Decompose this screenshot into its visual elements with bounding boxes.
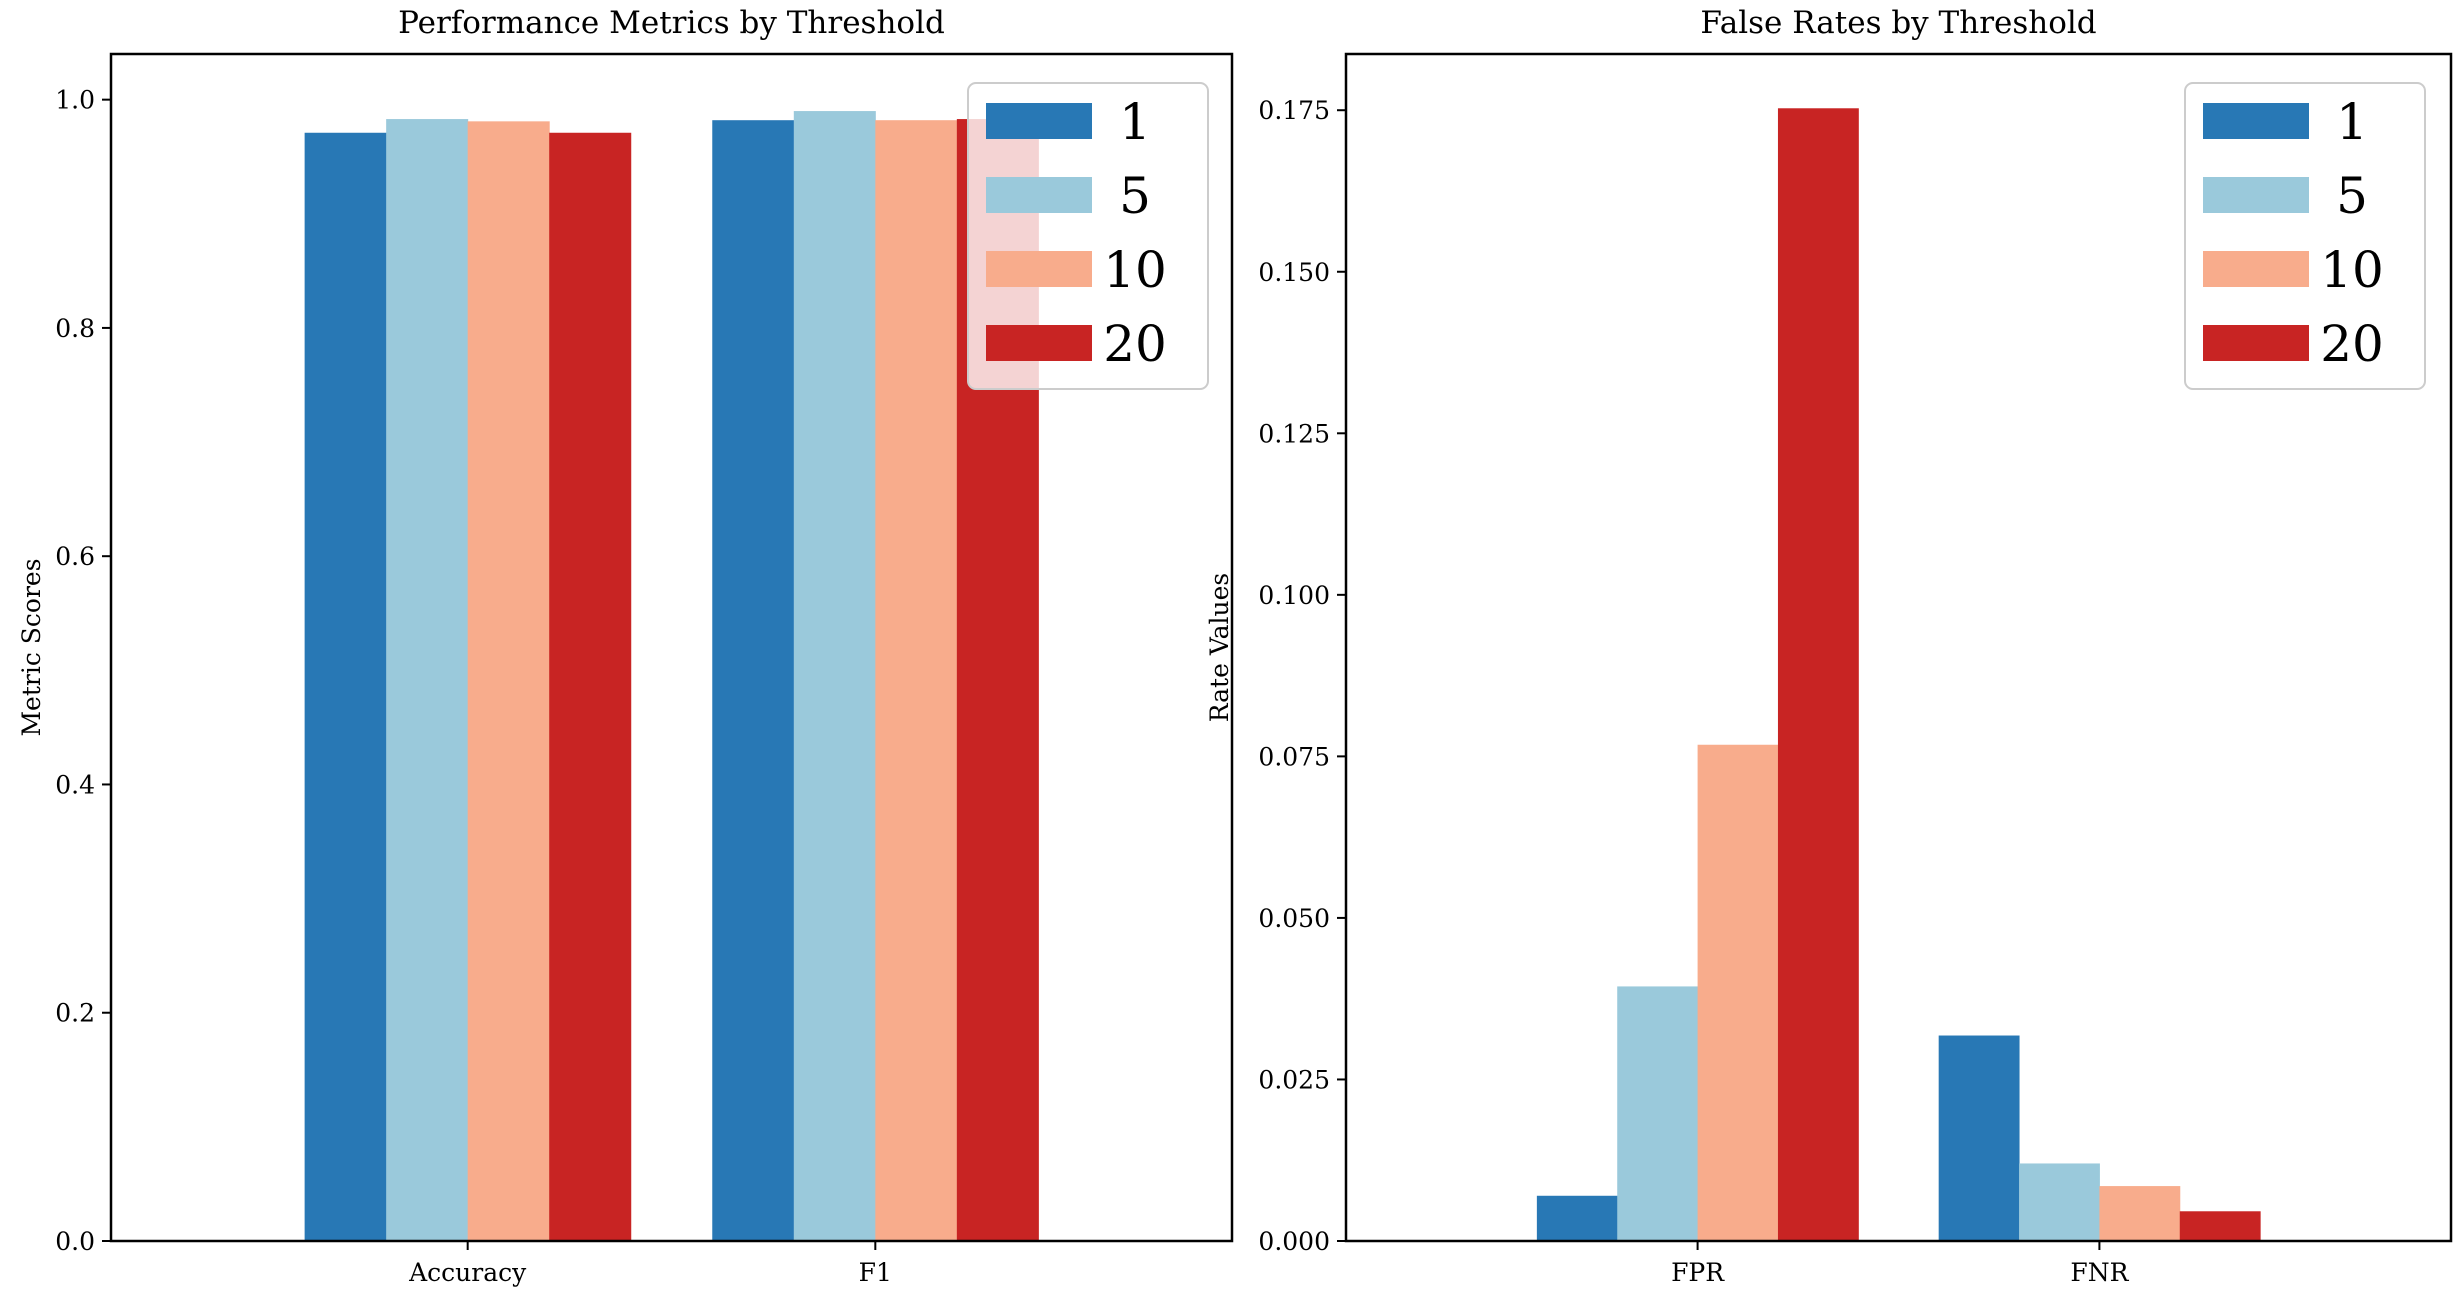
performance-metrics-chart: Performance Metrics by Threshold Metric S… (17, 5, 1234, 1287)
legend-swatch-1 (986, 103, 1092, 139)
bars (304, 111, 1039, 1242)
legend-swatch-10 (2203, 251, 2309, 287)
bar-accuracy-5 (386, 119, 469, 1241)
y-tick-label: 0.025 (1258, 1065, 1330, 1094)
y-tick-label: 0.125 (1258, 419, 1330, 448)
x-tick-label-fnr: FNR (2070, 1258, 2129, 1287)
legend: 1 5 10 20 (2184, 82, 2426, 390)
legend-label-10: 10 (2320, 241, 2384, 299)
bars (1536, 108, 2261, 1242)
bar-fpr-20 (1777, 108, 1859, 1242)
bar-fnr-1 (1938, 1035, 2020, 1241)
legend: 1 5 10 20 (967, 82, 1209, 390)
y-tick-label: 0.0 (55, 1227, 95, 1256)
legend-label-5: 5 (1119, 167, 1151, 225)
bar-accuracy-1 (304, 132, 387, 1241)
legend-swatch-1 (2203, 103, 2309, 139)
x-tick-label-fpr: FPR (1671, 1258, 1725, 1287)
legend-label-5: 5 (2336, 167, 2368, 225)
bar-f1-1 (712, 120, 795, 1241)
bar-fnr-5 (2019, 1163, 2100, 1241)
bar-fpr-10 (1697, 744, 1779, 1241)
plot-frame (1344, 52, 2453, 1243)
bar-f1-10 (875, 120, 958, 1241)
y-tick-label: 0.4 (55, 770, 95, 799)
y-tick-label: 1.0 (55, 86, 95, 115)
legend-swatch-5 (2203, 177, 2309, 213)
y-tick-label: 0.050 (1258, 904, 1330, 933)
y-tick-label: 0.8 (55, 314, 95, 343)
legend-label-20: 20 (1103, 315, 1167, 373)
legend-label-10: 10 (1103, 241, 1167, 299)
y-tick-label: 0.075 (1258, 742, 1330, 771)
y-tick-label: 0.100 (1258, 581, 1330, 610)
bar-fpr-1 (1536, 1195, 1618, 1241)
y-tick-label: 0.2 (55, 999, 95, 1028)
bar-accuracy-20 (549, 132, 632, 1241)
bar-f1-5 (793, 111, 876, 1242)
bar-fpr-5 (1617, 986, 1699, 1241)
y-tick-label: 0.175 (1258, 96, 1330, 125)
plot-frame (109, 52, 1234, 1243)
legend-frame (2184, 82, 2426, 390)
y-axis-label: Rate Values (1205, 573, 1234, 722)
legend-swatch-20 (986, 325, 1092, 361)
legend-label-1: 1 (2336, 93, 2368, 151)
legend-label-1: 1 (1119, 93, 1151, 151)
legend-frame (967, 82, 1209, 390)
x-tick-label-accuracy: Accuracy (408, 1258, 527, 1287)
legend-label-20: 20 (2320, 315, 2384, 373)
legend-swatch-10 (986, 251, 1092, 287)
bar-fnr-20 (2179, 1211, 2261, 1241)
bar-fnr-10 (2099, 1186, 2181, 1241)
y-tick-label: 0.150 (1258, 258, 1330, 287)
x-tick-label-f1: F1 (859, 1258, 892, 1287)
chart-title: False Rates by Threshold (1700, 5, 2096, 41)
legend-swatch-5 (986, 177, 1092, 213)
chart-title: Performance Metrics by Threshold (398, 5, 945, 41)
y-tick-label: 0.6 (55, 542, 95, 571)
false-rates-chart: False Rates by Threshold Rate Values 0.000… (1205, 5, 2453, 1287)
bar-accuracy-10 (467, 121, 550, 1241)
y-tick-label: 0.000 (1258, 1227, 1330, 1256)
legend-swatch-20 (2203, 325, 2309, 361)
y-axis-label: Metric Scores (17, 558, 46, 736)
